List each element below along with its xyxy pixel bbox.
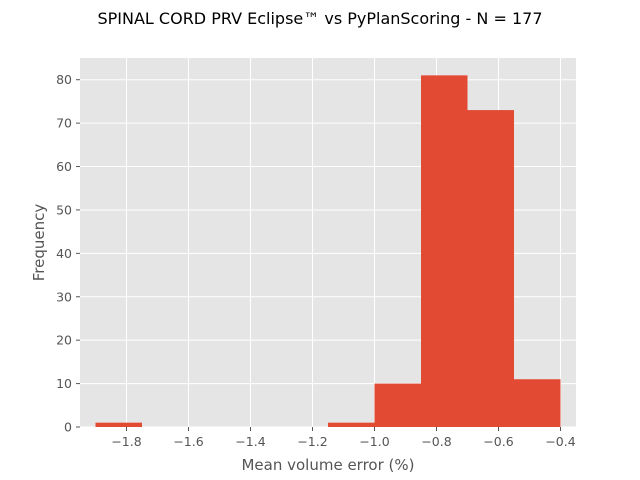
histogram-bar bbox=[514, 379, 561, 427]
histogram-bar bbox=[467, 110, 514, 427]
y-axis-ticks: 0 10 20 30 40 50 60 70 80 bbox=[56, 72, 80, 435]
x-tick-label: −0.6 bbox=[483, 434, 513, 449]
histogram-bar bbox=[328, 422, 375, 427]
histogram-bar bbox=[421, 75, 468, 427]
x-tick-label: −1.8 bbox=[111, 434, 141, 449]
x-axis-ticks: −1.8 −1.6 −1.4 −1.2 −1.0 −0.8 −0.6 −0.4 bbox=[111, 427, 576, 449]
x-tick-label: −0.4 bbox=[545, 434, 575, 449]
x-tick-label: −1.0 bbox=[359, 434, 389, 449]
y-tick-label: 80 bbox=[56, 72, 72, 87]
histogram-bar bbox=[374, 383, 421, 427]
x-tick-label: −1.6 bbox=[173, 434, 203, 449]
y-axis-label: Frequency bbox=[30, 204, 48, 282]
x-tick-label: −1.2 bbox=[297, 434, 327, 449]
chart-title: SPINAL CORD PRV Eclipse™ vs PyPlanScorin… bbox=[97, 9, 542, 28]
y-tick-label: 20 bbox=[56, 333, 72, 348]
y-tick-label: 60 bbox=[56, 159, 72, 174]
y-tick-label: 0 bbox=[64, 420, 72, 435]
y-tick-label: 70 bbox=[56, 116, 72, 131]
y-tick-label: 50 bbox=[56, 202, 72, 217]
histogram-bars bbox=[95, 75, 561, 427]
y-tick-label: 30 bbox=[56, 289, 72, 304]
x-axis-label: Mean volume error (%) bbox=[241, 456, 414, 474]
y-tick-label: 10 bbox=[56, 376, 72, 391]
x-tick-label: −0.8 bbox=[421, 434, 451, 449]
histogram-bar bbox=[95, 422, 142, 427]
x-tick-label: −1.4 bbox=[235, 434, 265, 449]
y-tick-label: 40 bbox=[56, 246, 72, 261]
